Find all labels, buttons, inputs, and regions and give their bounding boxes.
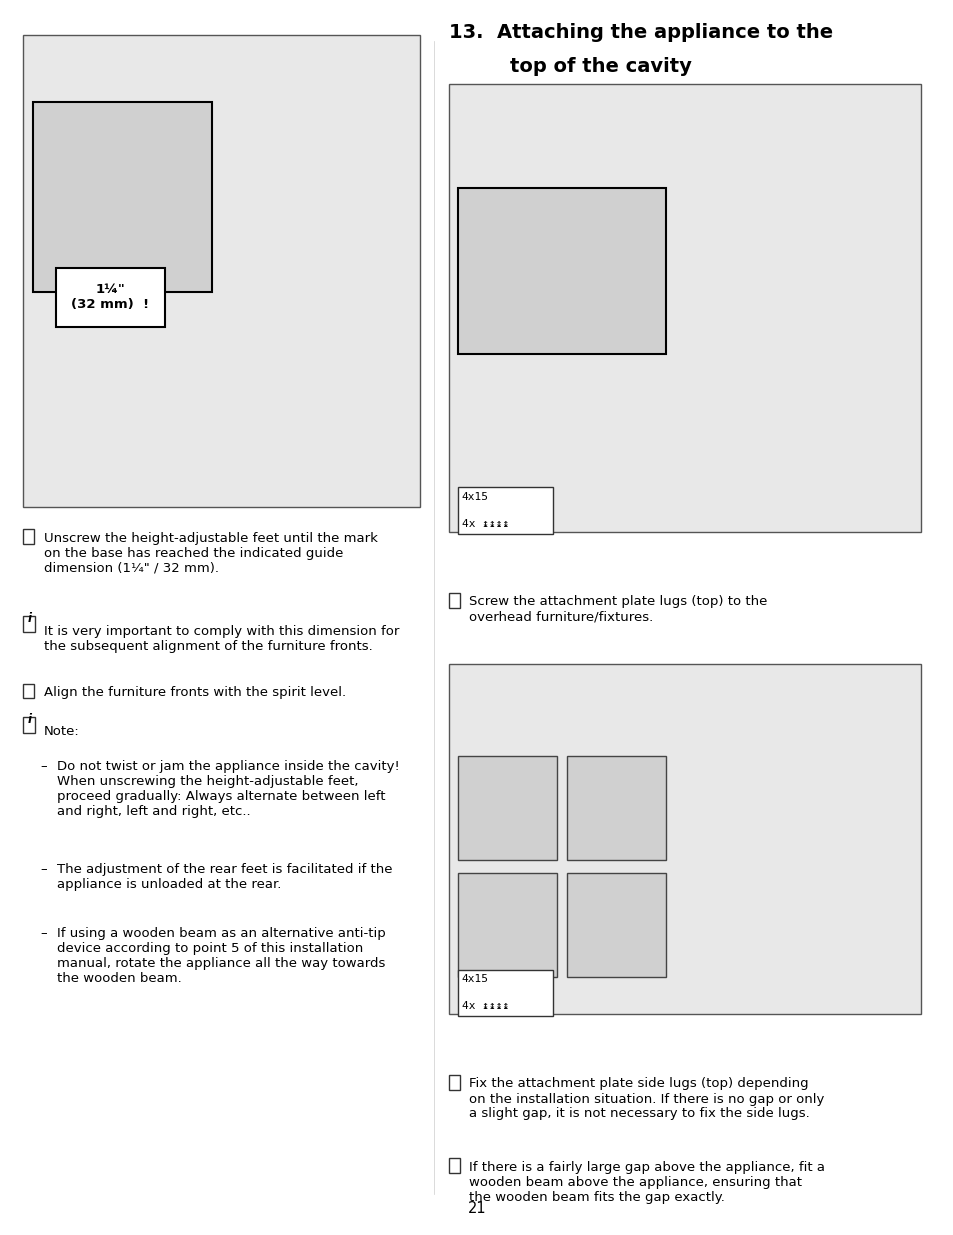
Bar [448, 664, 921, 1014]
Text: Fix the attachment plate side lugs (top) depending
on the installation situation: Fix the attachment plate side lugs (top)… [469, 1077, 824, 1120]
Text: If there is a fairly large gap above the appliance, fit a
wooden beam above the : If there is a fairly large gap above the… [469, 1161, 824, 1204]
Bar [457, 756, 557, 861]
Bar [448, 1158, 459, 1173]
Bar [448, 84, 921, 531]
Text: 4x15: 4x15 [461, 974, 488, 984]
Text: 4x15: 4x15 [461, 493, 488, 503]
Bar [457, 488, 552, 534]
Text: top of the cavity: top of the cavity [510, 57, 691, 75]
Bar [457, 873, 557, 977]
Bar [56, 268, 165, 327]
Bar [566, 873, 665, 977]
Text: Note:: Note: [44, 725, 79, 739]
Text: 21: 21 [467, 1202, 486, 1216]
Text: If using a wooden beam as an alternative anti-tip
device according to point 5 of: If using a wooden beam as an alternative… [57, 926, 385, 984]
Text: i: i [28, 713, 31, 725]
Text: –: – [40, 760, 47, 773]
Bar [23, 616, 35, 632]
Text: Unscrew the height-adjustable feet until the mark
on the base has reached the in: Unscrew the height-adjustable feet until… [44, 531, 377, 574]
Bar [23, 684, 34, 699]
Bar [23, 529, 34, 543]
Text: 4x ↨↨↨↨: 4x ↨↨↨↨ [461, 519, 509, 529]
Bar [32, 103, 212, 293]
Bar [23, 35, 420, 508]
Bar [566, 756, 665, 861]
Text: Align the furniture fronts with the spirit level.: Align the furniture fronts with the spir… [44, 687, 346, 699]
Bar [23, 716, 35, 732]
Bar [457, 969, 552, 1016]
Text: 4x ↨↨↨↨: 4x ↨↨↨↨ [461, 1002, 509, 1011]
Bar [448, 593, 459, 608]
Text: It is very important to comply with this dimension for
the subsequent alignment : It is very important to comply with this… [44, 625, 399, 653]
Bar [457, 188, 665, 353]
Bar [448, 1074, 459, 1089]
Text: 1¼"
(32 mm)  !: 1¼" (32 mm) ! [71, 283, 150, 311]
Text: Do not twist or jam the appliance inside the cavity!
When unscrewing the height-: Do not twist or jam the appliance inside… [57, 760, 399, 818]
Text: The adjustment of the rear feet is facilitated if the
appliance is unloaded at t: The adjustment of the rear feet is facil… [57, 863, 393, 890]
Text: 13.  Attaching the appliance to the: 13. Attaching the appliance to the [448, 22, 832, 42]
Text: –: – [40, 926, 47, 940]
Text: Screw the attachment plate lugs (top) to the
overhead furniture/fixtures.: Screw the attachment plate lugs (top) to… [469, 595, 767, 624]
Text: i: i [28, 611, 31, 625]
Text: –: – [40, 863, 47, 876]
